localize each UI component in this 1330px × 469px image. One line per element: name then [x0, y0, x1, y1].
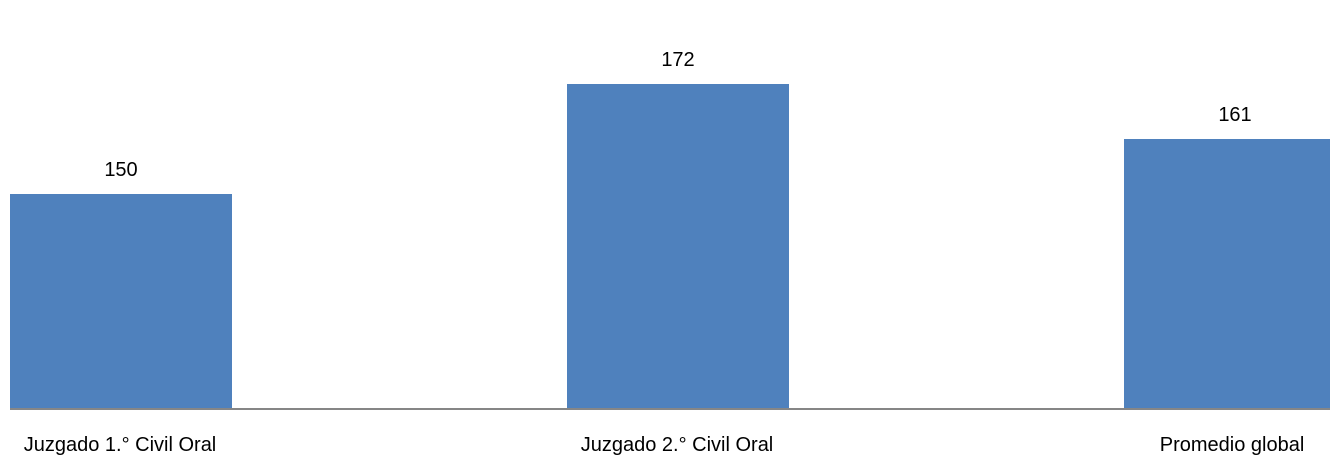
- bars-layer: [10, 84, 1330, 409]
- bar-2: [567, 84, 789, 409]
- data-label-2: 172: [661, 49, 694, 71]
- x-tick-label-1: Juzgado 1.° Civil Oral: [24, 434, 217, 456]
- data-labels-layer: 150 172 161: [104, 49, 1251, 181]
- x-tick-label-3: Promedio global: [1160, 434, 1305, 456]
- x-tick-label-2: Juzgado 2.° Civil Oral: [581, 434, 774, 456]
- bar-3: [1124, 139, 1330, 409]
- data-label-1: 150: [104, 159, 137, 181]
- data-label-3: 161: [1218, 104, 1251, 126]
- x-tick-labels-layer: Juzgado 1.° Civil Oral Juzgado 2.° Civil …: [24, 434, 1305, 456]
- bar-1: [10, 194, 232, 409]
